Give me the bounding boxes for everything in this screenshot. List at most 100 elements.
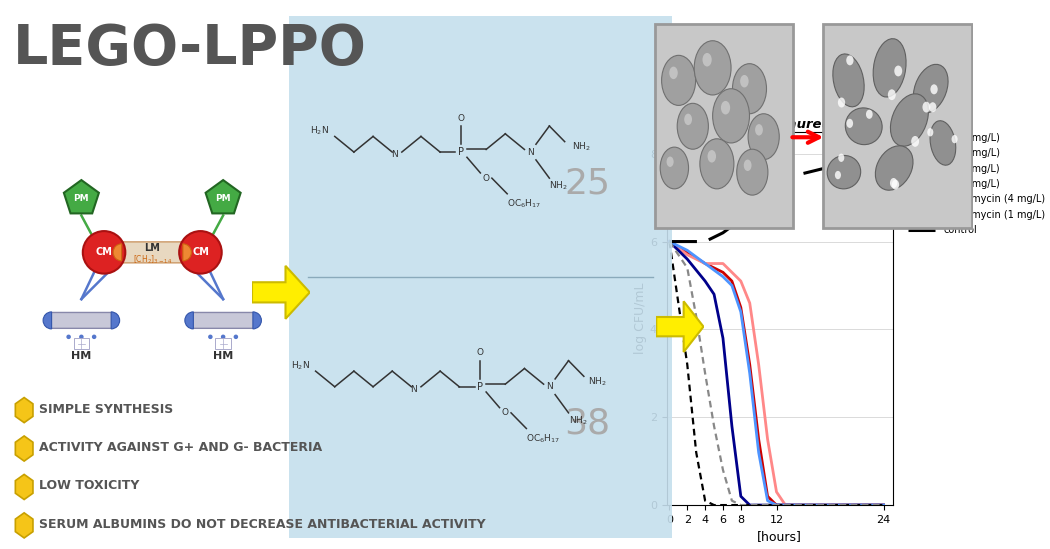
Text: O: O [458, 114, 465, 122]
Circle shape [737, 149, 768, 195]
Circle shape [733, 64, 766, 114]
Circle shape [180, 231, 222, 273]
X-axis label: [hours]: [hours] [757, 530, 802, 544]
Ellipse shape [832, 149, 857, 195]
FancyBboxPatch shape [118, 242, 187, 263]
Circle shape [831, 68, 838, 78]
Circle shape [220, 334, 226, 339]
Wedge shape [43, 312, 51, 329]
FancyBboxPatch shape [822, 24, 972, 228]
Polygon shape [656, 301, 704, 352]
Text: PM: PM [215, 194, 231, 203]
Wedge shape [185, 312, 193, 329]
FancyBboxPatch shape [654, 24, 794, 228]
Text: OC$_6$H$_{17}$: OC$_6$H$_{17}$ [526, 433, 561, 445]
Ellipse shape [930, 120, 956, 166]
Ellipse shape [894, 91, 925, 149]
FancyBboxPatch shape [192, 312, 254, 328]
Text: O: O [477, 349, 484, 357]
Circle shape [892, 88, 901, 99]
Circle shape [700, 139, 734, 189]
Circle shape [755, 124, 763, 136]
Circle shape [677, 103, 709, 149]
Ellipse shape [849, 102, 878, 151]
Circle shape [660, 147, 689, 189]
Text: O: O [502, 408, 509, 417]
Polygon shape [16, 474, 33, 500]
Text: O: O [483, 173, 489, 183]
Circle shape [694, 41, 731, 95]
Circle shape [848, 180, 855, 188]
Legend: 25 (8 mg/L), 25 (2 mg/L), 38 (8 mg/L), 38 (2 mg/L), daptomycin (4 mg/L), daptomy: 25 (8 mg/L), 25 (2 mg/L), 38 (8 mg/L), 3… [904, 129, 1049, 239]
Polygon shape [206, 180, 240, 214]
Text: 38: 38 [565, 406, 611, 440]
Circle shape [845, 88, 853, 98]
Text: 25: 25 [565, 166, 611, 200]
Circle shape [919, 126, 926, 137]
Text: SIMPLE SYNTHESIS: SIMPLE SYNTHESIS [39, 402, 173, 416]
Text: P: P [458, 147, 464, 157]
Text: P: P [478, 382, 483, 392]
Circle shape [906, 110, 914, 121]
Text: CM: CM [192, 248, 209, 257]
Text: H$_2$N: H$_2$N [291, 360, 310, 372]
Wedge shape [183, 244, 191, 261]
Ellipse shape [831, 57, 866, 104]
Circle shape [667, 156, 674, 167]
Polygon shape [16, 397, 33, 423]
Text: ACTIVITY AGAINST G+ AND G- BACTERIA: ACTIVITY AGAINST G+ AND G- BACTERIA [39, 441, 322, 454]
Circle shape [878, 175, 885, 185]
Circle shape [83, 231, 125, 273]
Circle shape [713, 89, 750, 143]
Text: NH$_2$: NH$_2$ [572, 141, 591, 153]
Circle shape [91, 334, 97, 339]
Circle shape [702, 53, 712, 66]
Text: HM: HM [213, 351, 233, 361]
Text: HM: HM [71, 351, 91, 361]
Text: LEGO-LPPO: LEGO-LPPO [13, 22, 366, 76]
Circle shape [66, 334, 71, 339]
Circle shape [855, 112, 861, 121]
Circle shape [930, 158, 937, 166]
Text: N: N [391, 150, 398, 159]
Text: NH$_2$: NH$_2$ [568, 414, 587, 427]
Polygon shape [252, 266, 310, 319]
Text: PM: PM [74, 194, 89, 203]
Text: LM: LM [144, 243, 161, 253]
Text: N: N [527, 148, 533, 156]
Circle shape [721, 101, 730, 115]
Circle shape [685, 114, 692, 125]
Text: Staphylococcus aureus: Staphylococcus aureus [667, 117, 839, 131]
Circle shape [662, 55, 695, 105]
Text: NH$_2$: NH$_2$ [549, 180, 568, 192]
FancyBboxPatch shape [50, 312, 112, 328]
FancyBboxPatch shape [281, 6, 679, 548]
Wedge shape [111, 312, 120, 329]
Text: SERUM ALBUMINS DO NOT DECREASE ANTIBACTERIAL ACTIVITY: SERUM ALBUMINS DO NOT DECREASE ANTIBACTE… [39, 518, 485, 531]
Circle shape [748, 114, 779, 160]
Text: H$_2$N: H$_2$N [310, 125, 329, 137]
Ellipse shape [868, 44, 910, 91]
Circle shape [708, 150, 716, 163]
Polygon shape [16, 513, 33, 538]
Wedge shape [253, 312, 261, 329]
Circle shape [857, 126, 863, 136]
Polygon shape [16, 436, 33, 461]
Circle shape [743, 160, 752, 171]
Text: OC$_6$H$_{17}$: OC$_6$H$_{17}$ [507, 198, 542, 210]
Ellipse shape [876, 145, 912, 191]
Circle shape [934, 127, 941, 136]
Circle shape [740, 75, 749, 87]
Ellipse shape [912, 65, 949, 112]
Circle shape [939, 65, 946, 75]
Text: N: N [410, 385, 417, 394]
Circle shape [79, 334, 84, 339]
Circle shape [669, 66, 677, 79]
Text: CM: CM [96, 248, 112, 257]
Circle shape [919, 100, 926, 110]
Text: LOW TOXICITY: LOW TOXICITY [39, 479, 140, 492]
Circle shape [903, 152, 910, 163]
Polygon shape [64, 180, 99, 214]
Circle shape [899, 42, 907, 53]
Y-axis label: log CFU/mL: log CFU/mL [634, 283, 647, 354]
